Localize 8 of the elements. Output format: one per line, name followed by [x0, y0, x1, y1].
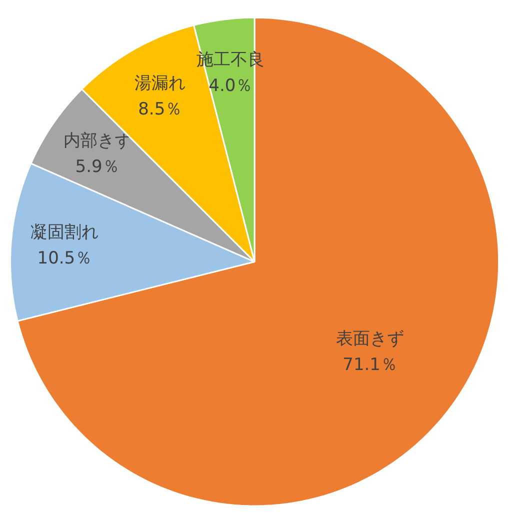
slice-label: 湯漏れ	[134, 73, 186, 94]
data-label: 8.5％	[138, 99, 182, 120]
data-label: 4.0％	[208, 76, 253, 96]
data-label: 5.9％	[75, 157, 120, 178]
slice-label: 凝固割れ	[30, 222, 99, 243]
data-label: 71.1％	[342, 354, 398, 375]
slice-label: 表面きず	[336, 328, 404, 349]
data-label: 10.5％	[37, 248, 92, 269]
